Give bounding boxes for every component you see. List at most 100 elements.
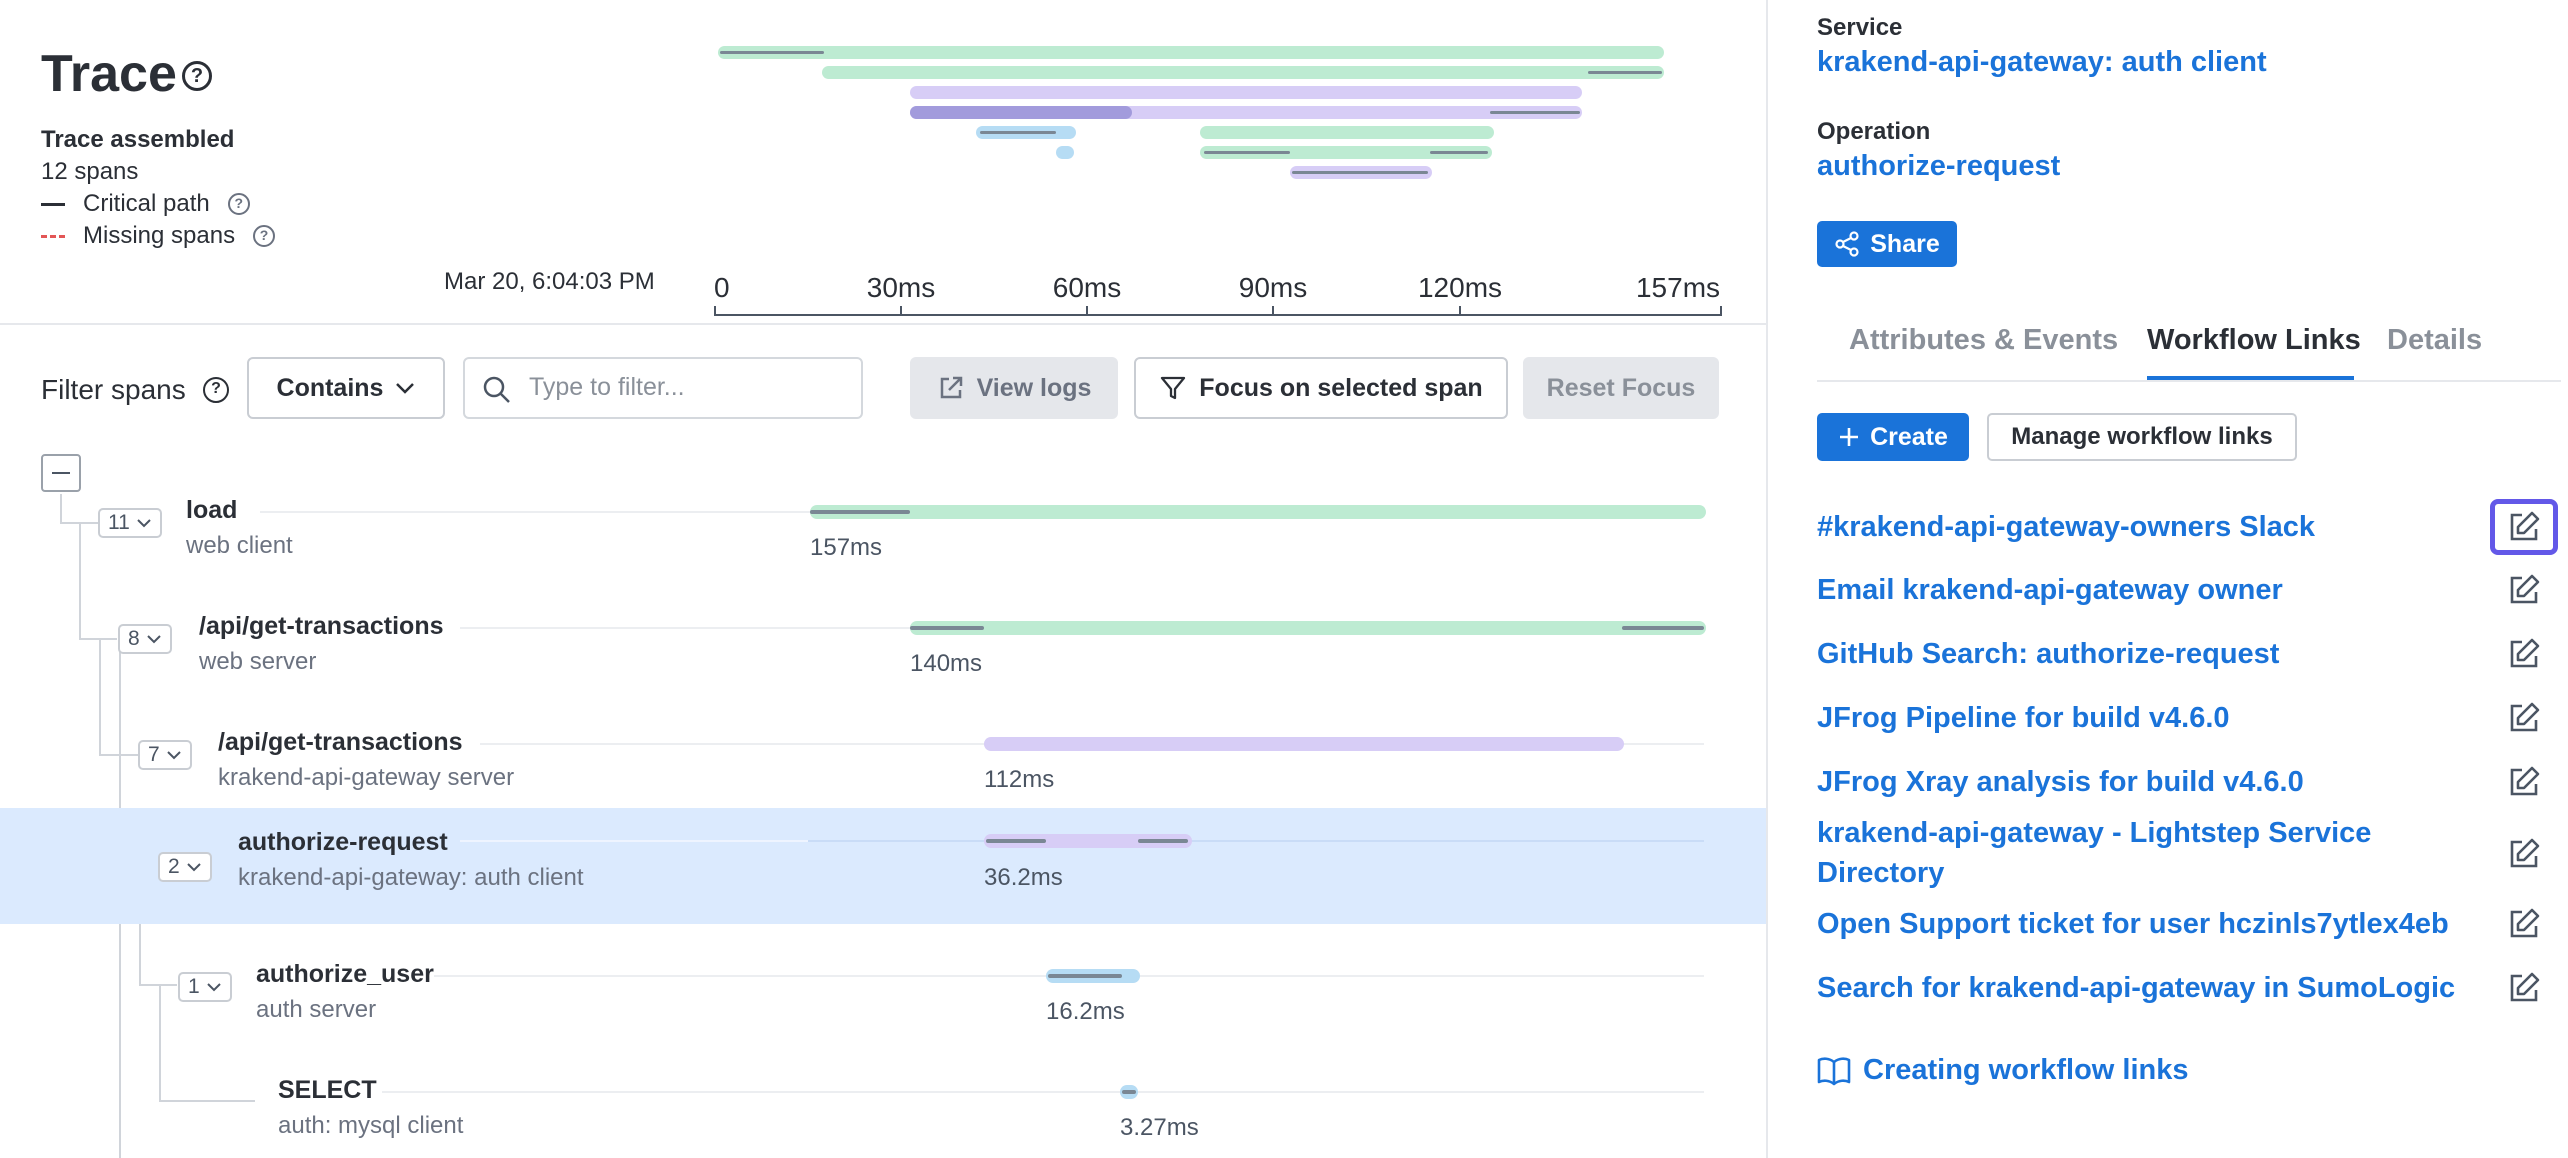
edit-icon <box>2510 574 2540 604</box>
span-row[interactable]: 7 /api/get-transactions krakend-api-gate… <box>0 696 1766 812</box>
minimap-bar <box>1200 146 1492 159</box>
workflow-link[interactable]: Open Support ticket for user hczinls7ytl… <box>1817 908 2449 940</box>
collapse-all-button[interactable] <box>41 454 81 492</box>
chevron-down-icon <box>206 983 221 992</box>
span-duration: 16.2ms <box>1046 998 1125 1025</box>
span-bar <box>1120 1085 1138 1099</box>
edit-icon <box>2510 702 2540 732</box>
create-workflow-link-button[interactable]: Create <box>1817 413 1969 461</box>
docs-link-label: Creating workflow links <box>1863 1054 2189 1086</box>
minimap-bar <box>910 106 1582 119</box>
edit-icon <box>2510 908 2540 938</box>
focus-selected-span-button[interactable]: Focus on selected span <box>1134 357 1508 419</box>
manage-workflow-links-button[interactable]: Manage workflow links <box>1987 413 2297 461</box>
tab-details[interactable]: Details <box>2387 324 2483 356</box>
axis-tick: 0 <box>714 272 730 303</box>
span-bar <box>810 505 1706 519</box>
edit-link-button[interactable] <box>2490 896 2558 952</box>
help-icon[interactable]: ? <box>227 193 250 215</box>
span-row[interactable]: 8 /api/get-transactions web server 140ms <box>0 580 1766 696</box>
operation-link[interactable]: authorize-request <box>1817 150 2061 182</box>
workflow-link[interactable]: #krakend-api-gateway-owners Slack <box>1817 511 2316 543</box>
filter-input[interactable] <box>529 373 849 402</box>
span-operation: authorize-request <box>238 828 448 856</box>
span-children-toggle[interactable]: 2 <box>158 852 212 882</box>
edit-icon <box>2510 766 2540 796</box>
service-link[interactable]: krakend-api-gateway: auth client <box>1817 46 2267 78</box>
minimap-bar <box>1290 166 1432 179</box>
view-logs-button[interactable]: View logs <box>910 357 1118 419</box>
legend-missing-spans: Missing spans ? <box>41 220 276 252</box>
span-children-toggle[interactable]: 11 <box>98 508 162 538</box>
span-children-toggle[interactable]: 7 <box>138 740 192 770</box>
minimap-bar <box>910 86 1582 99</box>
edit-link-button[interactable] <box>2490 826 2558 882</box>
search-icon <box>483 376 510 403</box>
creating-workflow-links-doc[interactable]: Creating workflow links <box>1817 1054 2189 1087</box>
edit-link-button[interactable] <box>2490 754 2558 810</box>
operation-label: Operation <box>1817 118 1931 145</box>
help-icon[interactable]: ? <box>182 61 212 91</box>
span-service: auth server <box>256 996 377 1023</box>
trace-minimap[interactable] <box>700 36 1720 196</box>
edit-icon <box>2510 838 2540 868</box>
span-children-toggle[interactable]: 1 <box>178 972 232 1002</box>
child-count: 7 <box>148 743 160 766</box>
span-operation: SELECT <box>278 1076 377 1104</box>
child-count: 2 <box>168 855 180 878</box>
dashed-line-icon <box>41 234 65 238</box>
create-label: Create <box>1870 422 1948 451</box>
workflow-link[interactable]: krakend-api-gateway - Lightstep Service … <box>1817 817 2372 889</box>
span-service: web server <box>199 648 317 675</box>
filter-mode-select[interactable]: Contains <box>247 357 445 419</box>
minimap-bar <box>718 46 1664 59</box>
help-icon[interactable]: ? <box>253 225 276 247</box>
edit-link-button[interactable] <box>2490 626 2558 682</box>
span-duration: 3.27ms <box>1120 1114 1199 1141</box>
axis-tick: 157ms <box>1635 272 1721 303</box>
legend-missing-label: Missing spans <box>83 222 236 249</box>
edit-link-button[interactable] <box>2490 690 2558 746</box>
workflow-link[interactable]: Email krakend-api-gateway owner <box>1817 574 2283 606</box>
tab-workflow-links[interactable]: Workflow Links <box>2147 324 2361 356</box>
trace-timestamp: Mar 20, 6:04:03 PM <box>444 268 655 295</box>
span-row[interactable]: 11 load web client 157ms <box>0 464 1766 580</box>
span-row-selected[interactable]: 2 authorize-request krakend-api-gateway:… <box>0 808 1766 924</box>
span-bar <box>984 737 1624 751</box>
span-service: krakend-api-gateway server <box>218 764 515 791</box>
share-icon <box>1835 231 1859 257</box>
span-row[interactable]: 1 authorize_user auth server 16.2ms <box>0 928 1766 1044</box>
reset-focus-button[interactable]: Reset Focus <box>1523 357 1719 419</box>
span-duration: 140ms <box>910 650 983 677</box>
span-operation: /api/get-transactions <box>218 728 463 756</box>
axis-tick: 120ms <box>1417 272 1503 303</box>
span-operation: load <box>186 496 238 524</box>
share-button[interactable]: Share <box>1817 221 1957 267</box>
workflow-link[interactable]: Search for krakend-api-gateway in SumoLo… <box>1817 972 2456 1004</box>
span-service: auth: mysql client <box>278 1112 464 1139</box>
workflow-link[interactable]: GitHub Search: authorize-request <box>1817 638 2280 670</box>
span-service: web client <box>186 532 293 559</box>
edit-link-button[interactable] <box>2490 960 2558 1016</box>
span-duration: 112ms <box>984 766 1055 793</box>
edit-link-button[interactable] <box>2490 499 2558 555</box>
filter-label: Filter spans <box>41 374 186 405</box>
edit-link-button[interactable] <box>2490 562 2558 618</box>
chevron-down-icon <box>166 751 181 760</box>
tab-attributes-events[interactable]: Attributes & Events <box>1849 324 2119 356</box>
trace-panel: Trace ? Trace assembled 12 spans Critica… <box>0 0 1768 1158</box>
span-row[interactable]: SELECT auth: mysql client 3.27ms <box>0 1044 1766 1158</box>
chevron-down-icon <box>137 519 151 528</box>
details-tabs: Attributes & Events Workflow Links Detai… <box>1817 318 2561 382</box>
help-icon[interactable]: ? <box>203 377 229 403</box>
span-bar <box>1046 969 1140 983</box>
span-children-toggle[interactable]: 8 <box>118 624 172 654</box>
chevron-down-icon <box>186 863 201 872</box>
service-label: Service <box>1817 14 1903 41</box>
legend-critical-path: Critical path ? <box>41 188 275 220</box>
span-bar <box>910 621 1706 635</box>
workflow-link[interactable]: JFrog Xray analysis for build v4.6.0 <box>1817 766 2304 798</box>
span-bar <box>984 834 1192 848</box>
workflow-link[interactable]: JFrog Pipeline for build v4.6.0 <box>1817 702 2230 734</box>
edit-icon <box>2510 511 2540 541</box>
